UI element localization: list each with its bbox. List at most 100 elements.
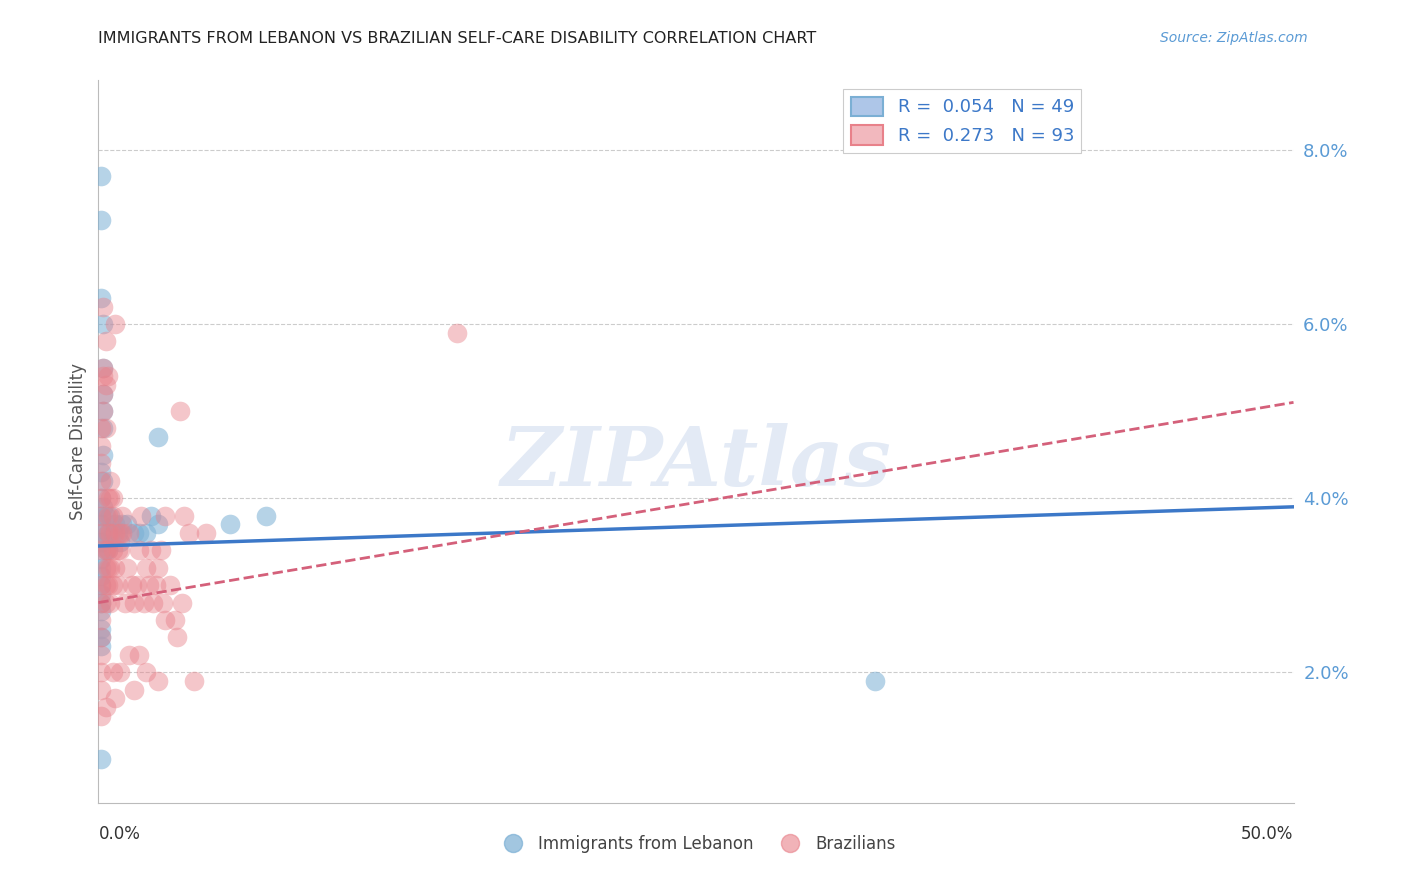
Point [98,596,122,610]
Point [90,561,112,575]
Point [118,648,141,662]
Point [90,508,112,523]
Point [166,631,188,645]
Point [97,543,120,558]
Point [163,613,186,627]
Point [91,317,114,331]
Point [90,665,112,680]
Point [159,578,181,592]
Point [90,543,112,558]
Point [104,317,127,331]
Point [98,561,122,575]
Point [90,631,112,645]
Point [132,596,155,610]
Point [90,169,112,183]
Point [101,665,124,680]
Point [118,525,141,540]
Point [135,525,157,540]
Point [97,508,120,523]
Point [94,561,117,575]
Point [91,360,114,375]
Point [169,404,191,418]
Point [195,525,218,540]
Point [90,525,112,540]
Point [111,508,134,523]
Point [108,665,131,680]
Point [108,534,131,549]
Point [142,596,165,610]
Point [94,596,117,610]
Point [90,631,112,645]
Point [97,369,120,384]
Point [91,404,114,418]
Point [91,369,114,384]
Point [91,300,114,314]
Point [107,543,129,558]
Point [173,508,195,523]
Point [97,578,120,592]
Point [104,517,127,532]
Point [128,543,150,558]
Y-axis label: Self-Care Disability: Self-Care Disability [69,363,87,520]
Point [90,587,112,601]
Point [101,578,124,592]
Point [90,474,112,488]
Point [91,386,114,401]
Point [446,326,468,340]
Point [90,525,112,540]
Point [107,578,129,592]
Point [90,517,112,532]
Point [148,561,170,575]
Point [111,517,134,532]
Point [172,596,194,610]
Point [90,491,112,505]
Legend: Immigrants from Lebanon, Brazilians: Immigrants from Lebanon, Brazilians [489,828,903,860]
Point [90,421,112,435]
Point [90,212,112,227]
Point [155,613,177,627]
Point [90,465,112,479]
Text: 50.0%: 50.0% [1241,825,1294,843]
Point [97,543,120,558]
Point [91,421,114,435]
Point [104,525,127,540]
Point [148,673,170,688]
Point [115,517,138,532]
Point [115,561,138,575]
Point [135,561,157,575]
Point [179,525,201,540]
Point [90,604,112,618]
Point [94,578,117,592]
Point [121,578,143,592]
Point [104,691,127,706]
Point [865,673,887,688]
Point [91,386,114,401]
Point [124,525,146,540]
Point [97,561,120,575]
Point [94,334,117,349]
Point [139,543,162,558]
Point [97,525,120,540]
Point [91,448,114,462]
Point [104,561,127,575]
Point [94,421,117,435]
Point [128,525,150,540]
Point [91,404,114,418]
Point [91,474,114,488]
Point [94,700,117,714]
Point [90,708,112,723]
Point [90,456,112,470]
Point [90,578,112,592]
Point [138,578,160,592]
Point [107,525,129,540]
Point [152,596,174,610]
Point [149,543,172,558]
Point [139,508,162,523]
Point [131,508,153,523]
Point [94,378,117,392]
Point [101,543,124,558]
Point [90,578,112,592]
Point [155,508,177,523]
Point [94,508,117,523]
Point [108,525,131,540]
